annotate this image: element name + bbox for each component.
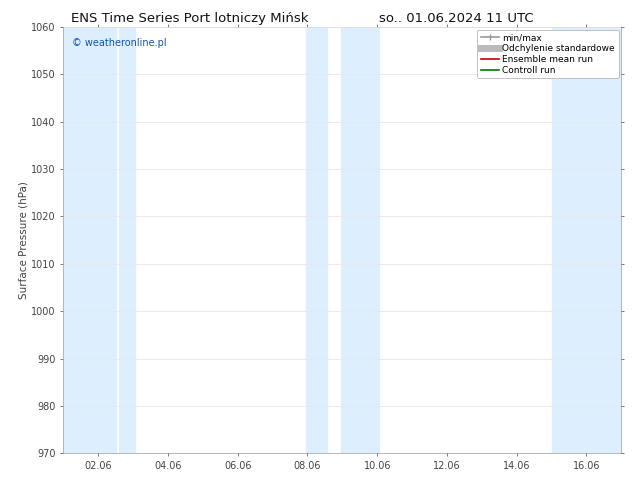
Text: so.. 01.06.2024 11 UTC: so.. 01.06.2024 11 UTC xyxy=(379,12,534,25)
Bar xyxy=(306,27,327,453)
Bar xyxy=(119,27,135,453)
Text: ENS Time Series Port lotniczy Mińsk: ENS Time Series Port lotniczy Mińsk xyxy=(72,12,309,25)
Text: © weatheronline.pl: © weatheronline.pl xyxy=(72,38,166,48)
Bar xyxy=(552,27,621,453)
Legend: min/max, Odchylenie standardowe, Ensemble mean run, Controll run: min/max, Odchylenie standardowe, Ensembl… xyxy=(477,30,619,78)
Bar xyxy=(63,27,115,453)
Y-axis label: Surface Pressure (hPa): Surface Pressure (hPa) xyxy=(18,181,29,299)
Bar xyxy=(340,27,379,453)
